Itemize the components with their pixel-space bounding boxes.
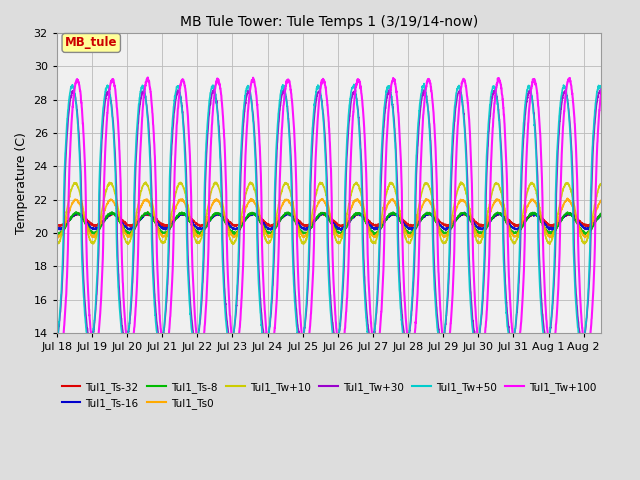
Title: MB Tule Tower: Tule Temps 1 (3/19/14-now): MB Tule Tower: Tule Temps 1 (3/19/14-now… — [180, 15, 478, 29]
Legend: Tul1_Ts-32, Tul1_Ts-16, Tul1_Ts-8, Tul1_Ts0, Tul1_Tw+10, Tul1_Tw+30, Tul1_Tw+50,: Tul1_Ts-32, Tul1_Ts-16, Tul1_Ts-8, Tul1_… — [58, 377, 601, 413]
Y-axis label: Temperature (C): Temperature (C) — [15, 132, 28, 234]
Text: MB_tule: MB_tule — [65, 36, 118, 49]
